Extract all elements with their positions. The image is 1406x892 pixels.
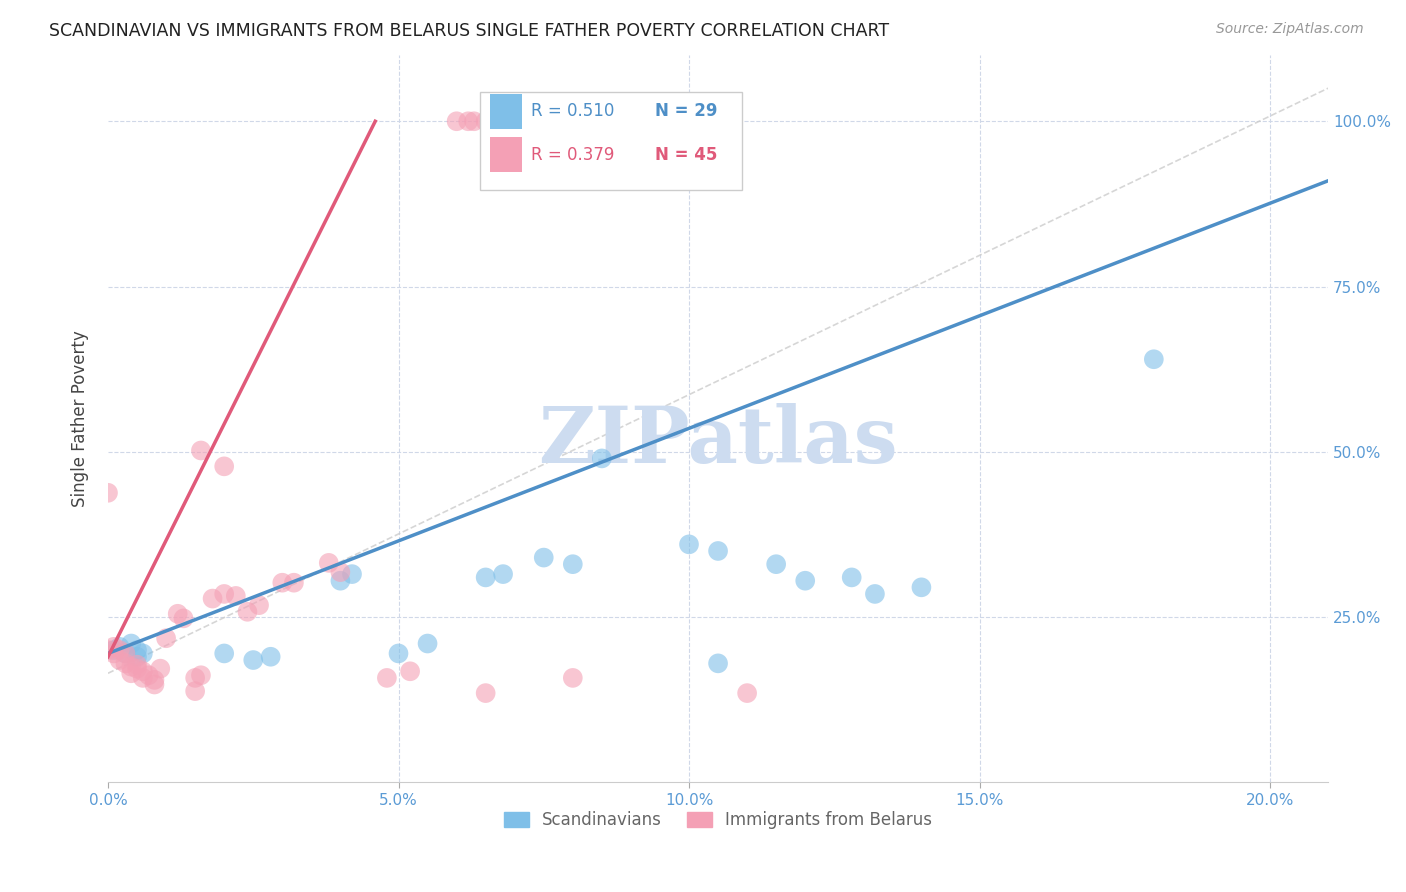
- FancyBboxPatch shape: [479, 92, 742, 190]
- Point: [416, 636, 439, 650]
- Point: [707, 657, 730, 671]
- Point: [166, 607, 188, 621]
- Point: [474, 686, 496, 700]
- Point: [143, 677, 166, 691]
- Point: [125, 643, 148, 657]
- Text: SCANDINAVIAN VS IMMIGRANTS FROM BELARUS SINGLE FATHER POVERTY CORRELATION CHART: SCANDINAVIAN VS IMMIGRANTS FROM BELARUS …: [49, 22, 890, 40]
- Point: [283, 575, 305, 590]
- Point: [108, 640, 131, 654]
- Point: [446, 114, 468, 128]
- Point: [457, 114, 479, 128]
- Point: [463, 114, 485, 128]
- Point: [607, 114, 630, 128]
- Point: [474, 114, 496, 128]
- Point: [138, 668, 160, 682]
- Point: [149, 662, 172, 676]
- Point: [212, 459, 235, 474]
- Point: [125, 649, 148, 664]
- Point: [212, 647, 235, 661]
- Point: [841, 570, 863, 584]
- Point: [97, 485, 120, 500]
- Point: [707, 544, 730, 558]
- Text: N = 45: N = 45: [655, 145, 717, 163]
- Point: [155, 632, 177, 646]
- Point: [387, 647, 409, 661]
- Point: [190, 443, 212, 458]
- FancyBboxPatch shape: [489, 137, 522, 172]
- Point: [114, 647, 136, 661]
- Point: [863, 587, 886, 601]
- Point: [184, 671, 207, 685]
- Point: [329, 565, 352, 579]
- Point: [678, 537, 700, 551]
- Point: [561, 557, 583, 571]
- Point: [108, 643, 131, 657]
- Point: [132, 671, 155, 685]
- Text: N = 29: N = 29: [655, 103, 717, 120]
- Point: [143, 673, 166, 687]
- Point: [132, 665, 155, 679]
- Text: ZIPatlas: ZIPatlas: [538, 402, 898, 479]
- Point: [114, 657, 136, 671]
- Point: [132, 647, 155, 661]
- Point: [97, 643, 120, 657]
- Point: [399, 665, 422, 679]
- Point: [271, 575, 294, 590]
- Point: [794, 574, 817, 588]
- Point: [103, 647, 125, 661]
- Point: [190, 668, 212, 682]
- Point: [329, 574, 352, 588]
- Point: [236, 605, 259, 619]
- Point: [212, 587, 235, 601]
- Point: [910, 580, 932, 594]
- Point: [125, 657, 148, 672]
- Point: [561, 671, 583, 685]
- Point: [591, 451, 613, 466]
- Text: Source: ZipAtlas.com: Source: ZipAtlas.com: [1216, 22, 1364, 37]
- Point: [340, 567, 363, 582]
- Point: [474, 570, 496, 584]
- Point: [201, 591, 224, 606]
- Point: [533, 550, 555, 565]
- Text: R = 0.379: R = 0.379: [531, 145, 614, 163]
- Point: [242, 653, 264, 667]
- Point: [120, 636, 142, 650]
- Y-axis label: Single Father Poverty: Single Father Poverty: [72, 330, 89, 508]
- Point: [735, 686, 758, 700]
- Point: [184, 684, 207, 698]
- Point: [225, 589, 247, 603]
- Point: [120, 666, 142, 681]
- Point: [1143, 352, 1166, 367]
- Point: [247, 598, 270, 612]
- Point: [103, 640, 125, 654]
- Point: [114, 647, 136, 661]
- Point: [765, 557, 787, 571]
- Point: [125, 662, 148, 676]
- Point: [103, 643, 125, 657]
- FancyBboxPatch shape: [489, 94, 522, 128]
- Point: [492, 567, 515, 582]
- Point: [120, 659, 142, 673]
- Point: [108, 653, 131, 667]
- Point: [375, 671, 398, 685]
- Point: [318, 556, 340, 570]
- Legend: Scandinavians, Immigrants from Belarus: Scandinavians, Immigrants from Belarus: [498, 805, 939, 836]
- Point: [260, 649, 283, 664]
- Text: R = 0.510: R = 0.510: [531, 103, 614, 120]
- Point: [173, 611, 195, 625]
